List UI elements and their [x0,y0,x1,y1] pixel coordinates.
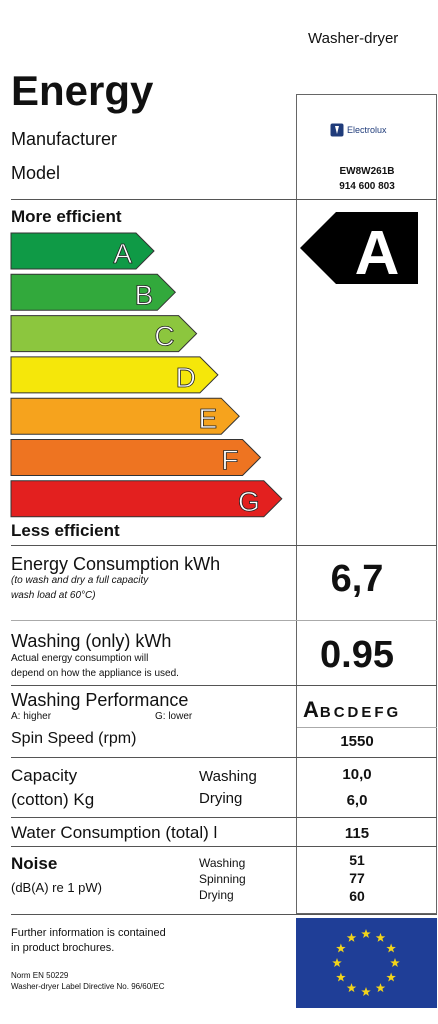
separator-water [11,846,437,847]
separator-spin [11,757,437,758]
model-code: 914 600 803 [339,181,395,192]
capacity-label-line1: Capacity [11,766,78,785]
eu-star-icon [386,943,396,953]
eu-flag-icon [296,918,437,1008]
efficiency-class-a: A [10,232,155,270]
separator-scale [11,545,437,546]
noise-washing-value: 51 [349,852,365,868]
efficiency-class-bar [10,356,219,394]
washing-note-line2: depend on how the appliance is used. [11,668,179,679]
label-title: Energy [11,67,154,114]
model-number: EW8W261B [339,166,395,177]
efficiency-class-b: B [10,273,177,311]
separator-capacity [11,817,437,818]
capacity-drying-value: 6,0 [346,792,368,809]
noise-washing-label: Washing [199,856,246,870]
eu-star-icon [361,987,371,997]
eu-star-icon [336,972,346,982]
water-consumption-label: Water Consumption (total) l [11,823,218,842]
eu-star-icon [361,929,371,939]
efficiency-class-letter: D [176,362,196,393]
footer-info-line2: in product brochures. [11,942,115,954]
capacity-washing-value: 10,0 [342,766,372,783]
noise-label: Noise [11,854,58,873]
efficiency-class-d: D [10,356,219,394]
eu-star-icon [346,983,357,993]
washing-only-value: 0.95 [320,634,394,676]
brand-name: Electrolux [347,125,387,135]
water-consumption-value: 115 [344,825,370,842]
eu-star-icon [386,972,396,982]
efficiency-class-bar [10,480,283,518]
spin-speed-label: Spin Speed (rpm) [11,730,137,747]
noise-drying-label: Drying [199,888,234,902]
efficiency-class-letter: E [199,403,218,434]
efficiency-class-bar [10,397,240,435]
efficiency-scale: ABCDEFG [10,232,283,518]
separator-washing [11,685,437,686]
efficiency-class-f: F [10,439,262,476]
separator-noise [11,914,437,915]
spin-speed-value: 1550 [340,733,374,750]
performance-other-letters: BCDEFG [319,704,402,721]
energy-consumption-value: 6,7 [330,558,384,600]
efficiency-class-c: C [10,315,198,353]
efficiency-class-bar [10,315,198,353]
capacity-label-line2: (cotton) Kg [11,790,95,809]
eu-star-icon [375,983,386,993]
noise-drying-value: 60 [349,888,365,904]
efficiency-class-g: G [10,480,283,518]
electrolux-logo-icon [330,123,344,137]
washing-only-label: Washing (only) kWh [11,631,172,651]
rating-arrow: A [300,212,418,284]
efficiency-class-letter: G [238,486,260,517]
efficiency-class-letter: F [221,445,238,476]
rating-letter: A [355,219,400,284]
efficiency-class-e: E [10,397,240,435]
noise-unit: (dB(A) re 1 pW) [11,880,103,895]
footer-info-line1: Further information is contained [11,927,166,939]
efficiency-class-letter: C [154,321,174,352]
capacity-washing-label: Washing [199,768,257,785]
right-column-frame [296,94,437,914]
eu-star-icon [375,932,386,942]
eu-star-icon [390,958,400,968]
performance-rating-letter: A [303,697,319,722]
footer-norm-line1: Norm EN 50229 [11,971,69,980]
energy-consumption-label: Energy Consumption kWh [11,554,221,574]
efficiency-class-bar [10,232,155,270]
efficiency-class-letter: A [113,238,132,269]
efficiency-class-bar [10,273,177,311]
noise-spinning-value: 77 [349,870,365,886]
separator-header [11,199,437,200]
more-efficient-label: More efficient [11,207,122,226]
footer-norm-line2: Washer-dryer Label Directive No. 96/60/E… [11,982,165,991]
washing-performance-scale: ABCDEFG [303,699,401,721]
washing-note-line1: Actual energy consumption will [11,653,149,664]
performance-legend-g: G: lower [155,711,193,722]
brand-logo: Electrolux [330,122,387,138]
model-label: Model [11,163,61,183]
efficiency-class-letter: B [135,279,154,310]
capacity-drying-label: Drying [199,790,243,807]
appliance-category: Washer-dryer [308,30,399,47]
separator-energy [11,620,437,621]
performance-legend-a: A: higher [11,711,52,722]
eu-star-icon [332,958,342,968]
efficiency-class-bar [10,439,262,476]
separator-performance [297,727,437,728]
eu-star-icon [346,932,357,942]
manufacturer-label: Manufacturer [11,129,118,149]
washing-performance-label: Washing Performance [11,690,189,710]
energy-note-line1: (to wash and dry a full capacity [11,575,149,586]
energy-note-line2: wash load at 60°C) [11,590,96,601]
eu-star-icon [336,943,346,953]
less-efficient-label: Less efficient [11,521,120,540]
noise-spinning-label: Spinning [199,872,246,886]
